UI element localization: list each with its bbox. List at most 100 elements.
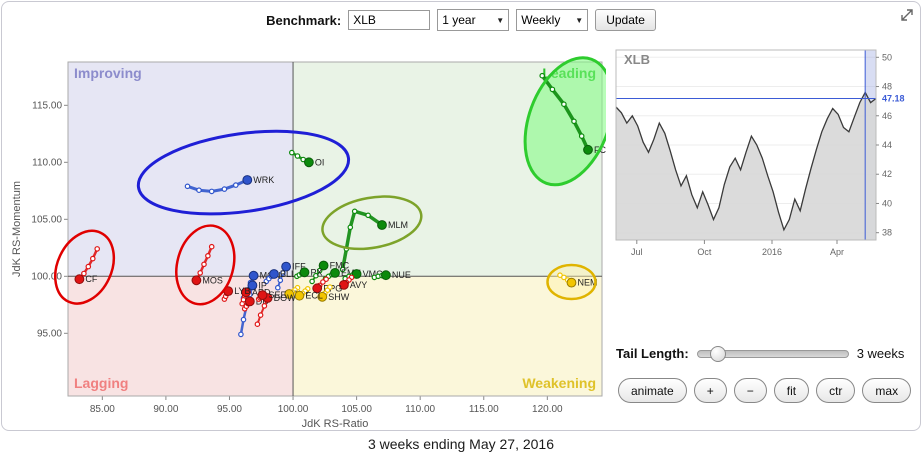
price-chart[interactable]: 38 40 42 44 46 48 50 47.18 Jul Oct 2016 Apr XLB	[610, 34, 910, 260]
x-tick-label: 105.00	[341, 404, 372, 415]
ticker-label-DOW: DOW	[274, 293, 297, 303]
ticker-dot-MON[interactable]	[248, 270, 259, 281]
quadrant-label-improving: Improving	[74, 65, 142, 81]
ticker-label-MLM: MLM	[388, 220, 408, 230]
ticker-label-ECL: ECL	[305, 291, 323, 301]
ticker-label-BLL: BLL	[280, 269, 296, 279]
ticker-dot-FMC[interactable]	[318, 260, 329, 271]
price-x-tick: Jul	[631, 247, 643, 257]
ticker-label-LYB: LYB	[234, 286, 250, 296]
fit-button[interactable]: fit	[773, 378, 810, 403]
ticker-label-MOS: MOS	[202, 275, 223, 285]
ticker-dot-PX[interactable]	[299, 267, 310, 278]
ticker-dot-EMN[interactable]	[330, 268, 340, 278]
x-tick-label: 95.00	[217, 404, 242, 415]
tail-length-value: 3 weeks	[856, 346, 905, 361]
chevron-down-icon: ▼	[496, 15, 505, 25]
ticker-dot-NUE[interactable]	[381, 270, 391, 281]
price-x-tick: 2016	[762, 247, 782, 257]
ticker-dot-SHW[interactable]	[317, 291, 328, 302]
ticker-dot-FCX[interactable]	[583, 144, 593, 155]
price-y-tick: 48	[882, 82, 892, 92]
ticker-dot-BLL[interactable]	[269, 269, 279, 279]
ticker-label-NEM: NEM	[578, 278, 598, 288]
price-y-tick: 44	[882, 140, 892, 150]
tail-length-slider[interactable]	[696, 345, 849, 362]
ticker-label-AVY: AVY	[350, 280, 367, 290]
y-tick-label: 110.00	[32, 157, 62, 168]
y-tick-label: 115.00	[32, 100, 62, 111]
cf-highlight	[54, 229, 116, 305]
ticker-dot-NEM[interactable]	[566, 277, 577, 288]
expand-icon[interactable]	[899, 7, 915, 23]
ticker-dot-SEE[interactable]	[257, 290, 268, 301]
price-x-tick: Oct	[697, 247, 712, 257]
ticker-label-VMC: VMC	[363, 269, 384, 279]
slider-thumb[interactable]	[709, 345, 726, 362]
price-x-tick: Apr	[830, 247, 844, 257]
ctr-button[interactable]: ctr	[816, 378, 856, 403]
ticker-dot-CF[interactable]	[74, 274, 85, 285]
interval-select-value: Weekly	[521, 13, 561, 27]
price-y-tick: 50	[882, 52, 892, 62]
tail-length-label: Tail Length:	[616, 346, 689, 361]
ticker-label-DD: DD	[256, 296, 269, 306]
ticker-dot-DD[interactable]	[244, 296, 255, 307]
ticker-dot-MLM[interactable]	[377, 220, 387, 230]
ticker-label-PX: PX	[311, 267, 323, 277]
y-axis-title: JdK RS-Momentum	[11, 181, 23, 277]
tail-length-control: Tail Length: 3 weeks	[616, 345, 914, 362]
wrk-highlight	[136, 129, 351, 216]
ticker-label-WRK: WRK	[253, 175, 274, 185]
ticker-dot-VMC[interactable]	[351, 269, 362, 279]
ticker-label-PPG: PPG	[323, 283, 342, 293]
update-button[interactable]: Update	[595, 9, 656, 31]
mos-highlight	[175, 224, 236, 306]
chevron-down-icon: ▼	[575, 15, 584, 25]
ticker-dot-APD[interactable]	[241, 287, 251, 298]
y-tick-label: 95.00	[37, 328, 62, 339]
x-tick-label: 90.00	[153, 404, 178, 415]
ticker-dot-IFF[interactable]	[281, 261, 292, 272]
ticker-dot-WY[interactable]	[284, 289, 295, 299]
ticker-label-NUE: NUE	[392, 270, 411, 280]
y-tick-label: 100.00	[31, 271, 62, 282]
ticker-dot-WRK[interactable]	[242, 175, 253, 185]
nem-highlight	[546, 263, 597, 301]
widget-frame	[1, 1, 921, 431]
zoom-in-button[interactable]: +	[693, 378, 727, 403]
price-chart-title: XLB	[624, 52, 650, 67]
rrg-chart[interactable]: ImprovingLeadingLaggingWeakening85.0090.…	[6, 28, 606, 430]
x-tick-label: 110.00	[405, 404, 435, 415]
price-y-tick: 40	[882, 198, 892, 208]
mlm-highlight	[321, 195, 423, 251]
x-tick-label: 85.00	[90, 404, 115, 415]
price-y-tick: 42	[882, 169, 892, 179]
ticker-dot-OI[interactable]	[304, 157, 314, 168]
interval-select[interactable]: Weekly ▼	[516, 9, 589, 31]
x-tick-label: 115.00	[469, 404, 499, 415]
ticker-label-IP: IP	[258, 280, 267, 290]
ticker-label-CF: CF	[85, 274, 97, 284]
price-y-tick: 46	[882, 111, 892, 121]
x-tick-label: 100.00	[278, 404, 309, 415]
max-button[interactable]: max	[862, 378, 912, 403]
y-tick-label: 105.00	[31, 214, 62, 225]
date-caption: 3 weeks ending May 27, 2016	[367, 436, 554, 452]
ticker-dot-IP[interactable]	[247, 280, 258, 291]
ticker-dot-PPG[interactable]	[312, 283, 323, 294]
quadrant-label-weakening: Weakening	[522, 375, 596, 391]
benchmark-input[interactable]	[348, 10, 431, 30]
ticker-label-IFF: IFF	[292, 262, 306, 272]
ticker-dot-MOS[interactable]	[191, 275, 202, 286]
ticker-dot-AVY[interactable]	[339, 280, 349, 290]
chart-button-row: animate + − fit ctr max	[618, 378, 912, 403]
ticker-label-SEE: SEE	[269, 290, 287, 300]
x-axis-title: JdK RS-Ratio	[302, 418, 369, 430]
period-select[interactable]: 1 year ▼	[437, 9, 510, 31]
toolbar: Benchmark: 1 year ▼ Weekly ▼ Update	[0, 8, 922, 32]
zoom-out-button[interactable]: −	[733, 378, 767, 403]
ticker-dot-ECL[interactable]	[294, 290, 305, 301]
animate-button[interactable]: animate	[618, 378, 687, 403]
